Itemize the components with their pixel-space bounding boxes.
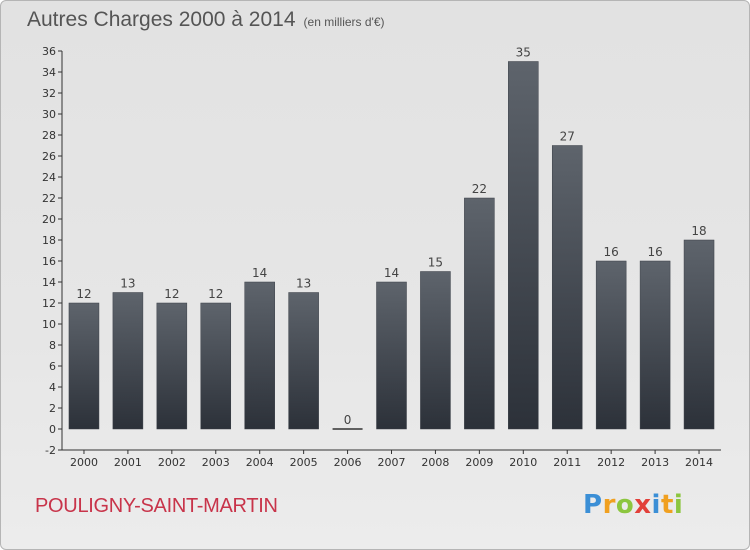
value-label-2009: 22 (472, 182, 487, 196)
bar-2012 (595, 260, 627, 430)
logo-letter: r (602, 490, 616, 520)
logo-letter: t (660, 490, 674, 520)
y-tick-label: 24 (42, 171, 56, 184)
x-tick-label-2010: 2010 (509, 456, 537, 469)
x-tick-label-2014: 2014 (685, 456, 713, 469)
x-tick-label-2005: 2005 (290, 456, 318, 469)
logo-letter: i (651, 490, 661, 520)
y-tick-label: 2 (49, 402, 56, 415)
value-label-2010: 35 (516, 46, 531, 60)
bar-2014 (683, 239, 715, 430)
x-tick-label-2001: 2001 (114, 456, 142, 469)
y-tick-label: 28 (42, 129, 56, 142)
value-label-2000: 12 (76, 287, 91, 301)
x-tick-label-2007: 2007 (378, 456, 406, 469)
bar-2007 (376, 281, 407, 430)
logo-letter: x (634, 490, 652, 520)
y-tick-label: 14 (42, 276, 56, 289)
bar-2011 (551, 145, 583, 430)
value-label-2011: 27 (560, 130, 575, 144)
value-label-2014: 18 (691, 224, 706, 238)
logo-letter: P (583, 490, 603, 520)
commune-name: POULIGNY-SAINT-MARTIN (35, 495, 278, 517)
y-tick-label: 4 (49, 381, 56, 394)
logo-letter: o (615, 490, 635, 520)
y-tick-label: 30 (42, 108, 56, 121)
y-tick-label: 32 (42, 87, 56, 100)
bar-2004 (244, 281, 275, 430)
value-label-2002: 12 (164, 287, 179, 301)
y-tick-label: 18 (42, 234, 56, 247)
bar-2002 (156, 302, 188, 430)
y-tick-label: 6 (49, 360, 56, 373)
bar-2005 (288, 292, 319, 430)
y-tick-label: 20 (42, 213, 56, 226)
proxiti-logo: Proxiti (583, 490, 683, 520)
x-tick-label-2013: 2013 (641, 456, 669, 469)
y-tick-label: 26 (42, 150, 56, 163)
x-tick-label-2004: 2004 (246, 456, 274, 469)
bar-2001 (112, 292, 144, 430)
chart-title: Autres Charges 2000 à 2014 (en milliers d… (27, 8, 385, 32)
x-tick-label-2000: 2000 (70, 456, 98, 469)
y-tick-label: -2 (45, 444, 56, 457)
bar-2010 (508, 61, 539, 430)
bar-2013 (639, 260, 671, 430)
value-label-2006: 0 (344, 413, 352, 427)
y-tick-label: 22 (42, 192, 56, 205)
value-label-2005: 13 (296, 277, 311, 291)
y-tick-label: 34 (42, 66, 56, 79)
y-tick-label: 8 (49, 339, 56, 352)
value-label-2012: 16 (604, 245, 619, 259)
bar-2000 (68, 302, 100, 430)
x-tick-label-2011: 2011 (553, 456, 581, 469)
chart-labels: 12 2000 13 2001 12 2002 12 2003 14 2004 13 2005 0 200… (70, 46, 713, 470)
value-label-2003: 12 (208, 287, 223, 301)
value-label-2013: 16 (647, 245, 662, 259)
y-tick-label: 36 (42, 45, 56, 58)
value-label-2008: 15 (428, 256, 443, 270)
bar-2009 (464, 197, 495, 430)
y-tick-label: 16 (42, 255, 56, 268)
value-label-2004: 14 (252, 266, 267, 280)
y-tick-label: 12 (42, 297, 56, 310)
value-label-2007: 14 (384, 266, 399, 280)
x-tick-label-2006: 2006 (334, 456, 362, 469)
y-tick-label: 10 (42, 318, 56, 331)
x-tick-label-2012: 2012 (597, 456, 625, 469)
x-tick-label-2002: 2002 (158, 456, 186, 469)
chart-bars (68, 61, 715, 430)
bar-2008 (420, 271, 451, 430)
chart-subtitle: (en milliers d'€) (303, 15, 385, 29)
x-tick-label-2008: 2008 (421, 456, 449, 469)
logo-letter: i (673, 490, 684, 520)
value-label-2001: 13 (120, 277, 135, 291)
y-tick-label: 0 (49, 423, 56, 436)
x-tick-label-2003: 2003 (202, 456, 230, 469)
chart-title-text: Autres Charges 2000 à 2014 (27, 8, 296, 31)
bar-2003 (200, 302, 232, 430)
x-tick-label-2009: 2009 (465, 456, 493, 469)
